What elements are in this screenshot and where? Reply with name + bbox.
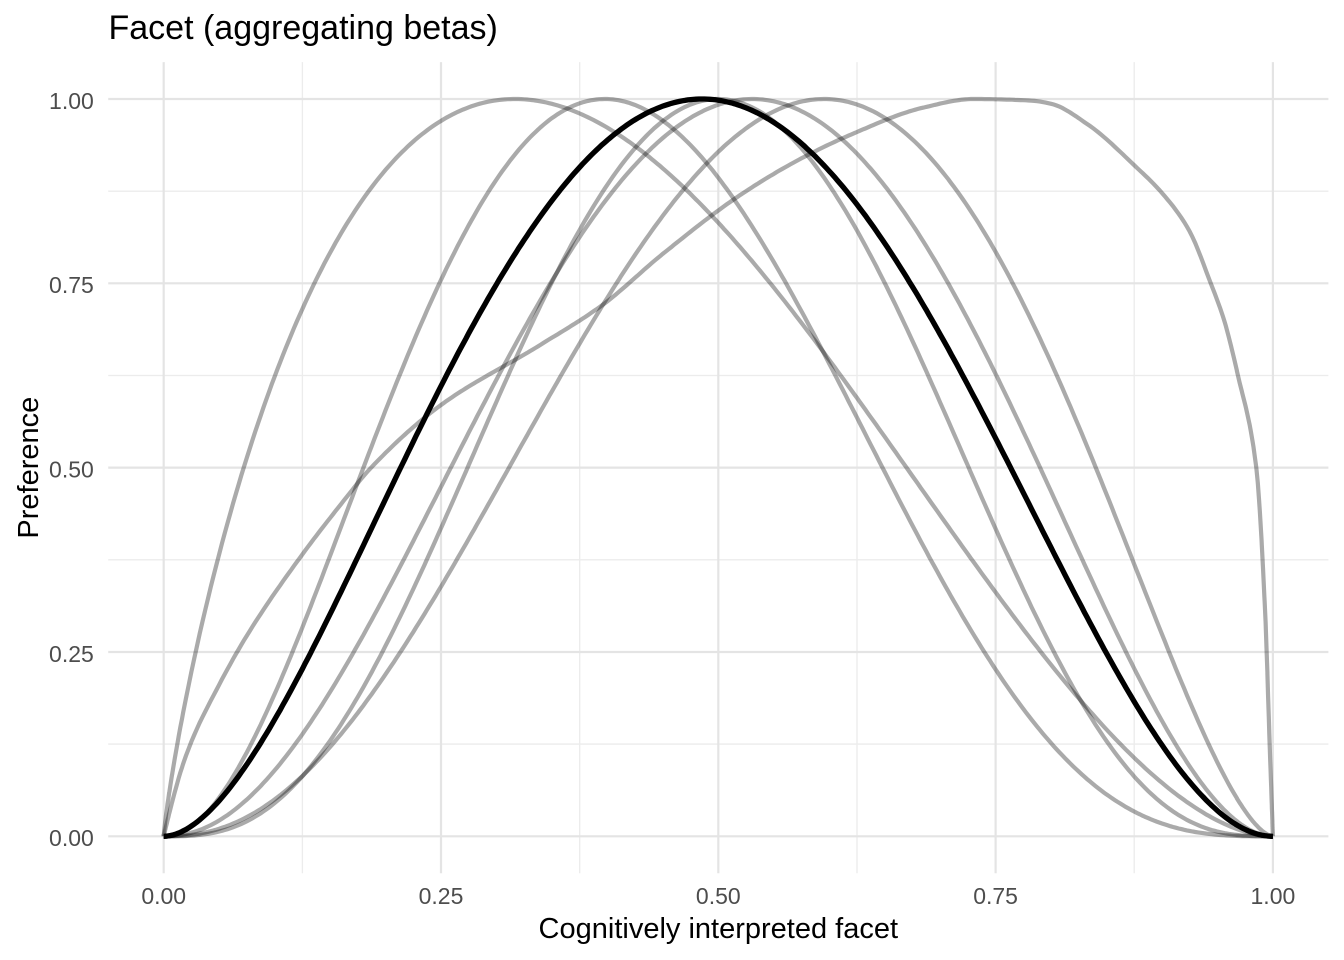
svg-text:0.25: 0.25 <box>49 641 94 667</box>
svg-text:Cognitively interpreted facet: Cognitively interpreted facet <box>539 913 898 945</box>
svg-text:0.75: 0.75 <box>49 272 94 298</box>
svg-text:0.00: 0.00 <box>49 825 94 851</box>
svg-text:Facet (aggregating betas): Facet (aggregating betas) <box>109 9 498 47</box>
svg-text:1.00: 1.00 <box>1251 883 1296 909</box>
svg-text:0.75: 0.75 <box>973 883 1018 909</box>
svg-text:Preference: Preference <box>13 397 45 539</box>
svg-text:0.25: 0.25 <box>419 883 464 909</box>
svg-text:0.00: 0.00 <box>141 883 186 909</box>
svg-text:1.00: 1.00 <box>49 88 94 114</box>
svg-text:0.50: 0.50 <box>49 456 94 482</box>
svg-text:0.50: 0.50 <box>696 883 741 909</box>
